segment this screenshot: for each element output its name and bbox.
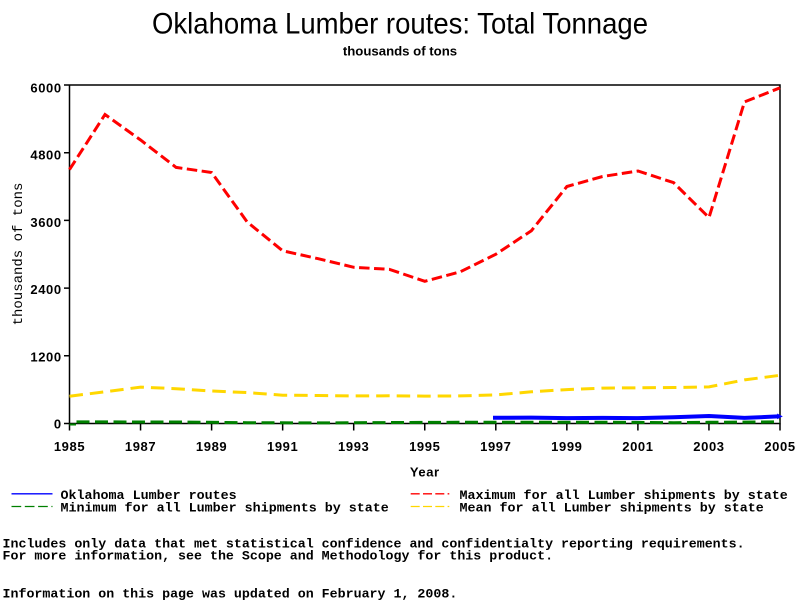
svg-text:2001: 2001 xyxy=(622,439,653,454)
svg-text:Maximum for all Lumber shipmen: Maximum for all Lumber shipments by stat… xyxy=(460,489,788,504)
svg-text:4800: 4800 xyxy=(30,148,61,163)
svg-text:1993: 1993 xyxy=(338,439,369,454)
svg-text:Oklahoma Lumber routes: Oklahoma Lumber routes xyxy=(61,489,237,504)
svg-text:2003: 2003 xyxy=(693,439,724,454)
svg-text:For more information, see the: For more information, see the Scope and … xyxy=(3,549,554,564)
svg-text:thousands of tons: thousands of tons xyxy=(343,43,457,58)
svg-text:2005: 2005 xyxy=(764,439,795,454)
svg-text:Includes only data that met st: Includes only data that met statistical … xyxy=(3,537,745,552)
svg-text:1995: 1995 xyxy=(409,439,440,454)
svg-text:1987: 1987 xyxy=(125,439,156,454)
svg-text:2400: 2400 xyxy=(30,282,61,297)
svg-text:1991: 1991 xyxy=(267,439,298,454)
svg-text:Minimum for all Lumber shipmen: Minimum for all Lumber shipments by stat… xyxy=(61,502,389,517)
svg-text:thousands of tons: thousands of tons xyxy=(11,183,27,326)
svg-text:3600: 3600 xyxy=(30,215,61,230)
svg-text:Mean for all Lumber shipments: Mean for all Lumber shipments by state xyxy=(460,502,764,517)
svg-text:1200: 1200 xyxy=(30,349,61,364)
svg-text:Year: Year xyxy=(410,464,440,479)
svg-text:Information on this page was u: Information on this page was updated on … xyxy=(3,586,458,600)
svg-text:1989: 1989 xyxy=(196,439,227,454)
svg-text:1985: 1985 xyxy=(54,439,85,454)
svg-text:1997: 1997 xyxy=(480,439,511,454)
svg-text:1999: 1999 xyxy=(551,439,582,454)
svg-text:Oklahoma Lumber routes: Total: Oklahoma Lumber routes: Total Tonnage xyxy=(152,8,648,41)
svg-text:0: 0 xyxy=(54,417,62,432)
svg-text:6000: 6000 xyxy=(30,80,61,95)
